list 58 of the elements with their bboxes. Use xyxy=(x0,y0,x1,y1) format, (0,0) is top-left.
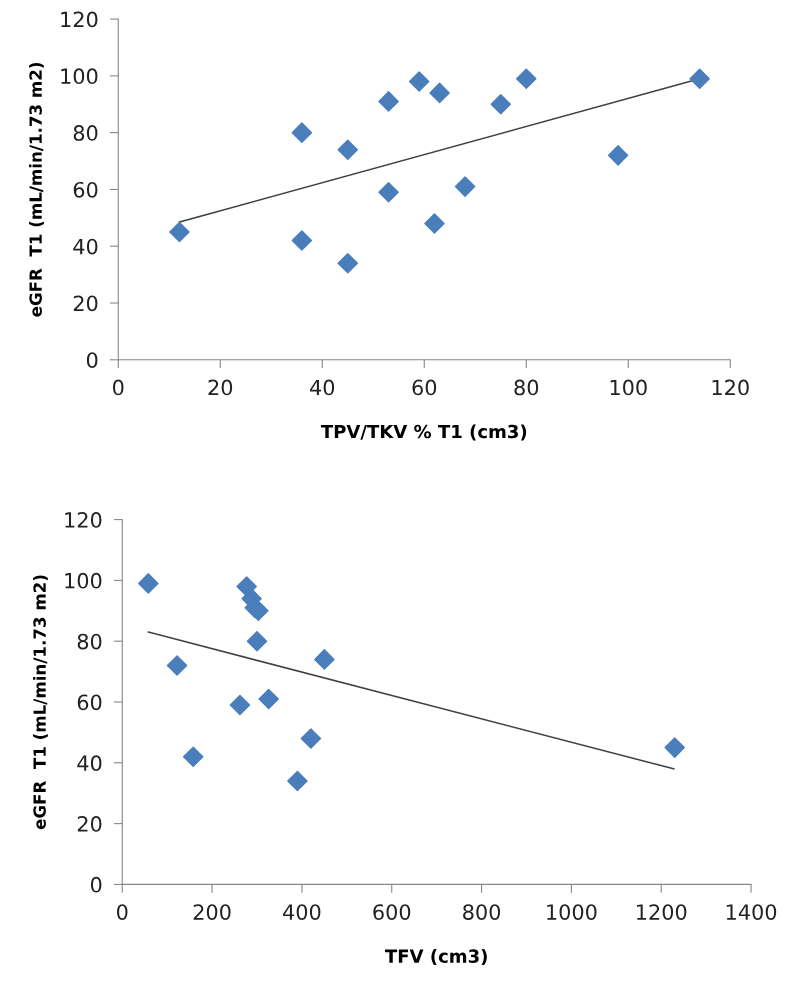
point xyxy=(607,145,629,166)
y-tick-label: 120 xyxy=(61,11,98,28)
point xyxy=(429,82,450,104)
x-tick-label: 800 xyxy=(463,904,501,920)
y-axis-title: eGFR T1 (mL/min/1.73 m2) xyxy=(29,62,44,317)
x-tick-label: 200 xyxy=(193,904,231,920)
x-tick-label: 120 xyxy=(712,379,749,396)
point xyxy=(182,746,204,767)
y-tick-label: 80 xyxy=(77,633,102,650)
x-tick-label: 1000 xyxy=(547,904,597,920)
x-tick-label: 600 xyxy=(373,904,411,920)
point xyxy=(689,68,710,89)
point xyxy=(246,630,268,652)
y-tick-label: 0 xyxy=(86,352,98,368)
y-tick-label: 40 xyxy=(73,238,98,255)
y-axis-title: eGFR T1 (mL/min/1.73 m2) xyxy=(33,575,48,830)
point xyxy=(337,252,359,274)
x-tick-label: 1400 xyxy=(726,904,777,920)
x-tick-label: 0 xyxy=(116,904,128,920)
point xyxy=(408,71,430,92)
point xyxy=(291,122,313,143)
x-tick-label: 20 xyxy=(208,379,233,396)
y-tick-label: 100 xyxy=(61,68,98,85)
point xyxy=(337,139,359,160)
point xyxy=(378,182,399,203)
point xyxy=(291,230,313,251)
point xyxy=(229,694,251,716)
y-tick-label: 20 xyxy=(77,816,102,832)
point xyxy=(258,688,279,710)
x-tick-label: 1200 xyxy=(637,904,687,920)
y-tick-label: 40 xyxy=(77,755,102,772)
point xyxy=(287,770,308,792)
point xyxy=(516,68,537,89)
x-axis-title: TPV/TKV % T1 (cm3) xyxy=(320,424,527,441)
x-tick-label: 40 xyxy=(310,379,335,396)
point xyxy=(454,176,476,197)
y-tick-label: 100 xyxy=(65,572,102,589)
point xyxy=(314,649,335,670)
y-tick-label: 0 xyxy=(90,876,102,893)
point xyxy=(664,737,685,758)
point xyxy=(169,221,190,243)
x-tick-label: 400 xyxy=(283,904,321,920)
y-tick-label: 20 xyxy=(73,295,98,312)
point xyxy=(378,91,399,112)
point xyxy=(300,728,322,749)
x-axis-title: TFV (cm3) xyxy=(384,949,487,966)
point xyxy=(166,655,188,676)
point xyxy=(490,94,512,115)
point xyxy=(424,213,445,234)
x-tick-label: 100 xyxy=(610,379,647,396)
y-tick-label: 60 xyxy=(77,694,102,711)
y-tick-label: 80 xyxy=(73,125,98,141)
y-tick-label: 120 xyxy=(65,512,102,528)
x-tick-label: 60 xyxy=(412,379,437,396)
point xyxy=(138,573,159,594)
x-tick-label: 0 xyxy=(113,379,124,396)
y-tick-label: 60 xyxy=(73,181,98,198)
x-tick-label: 80 xyxy=(514,379,539,396)
